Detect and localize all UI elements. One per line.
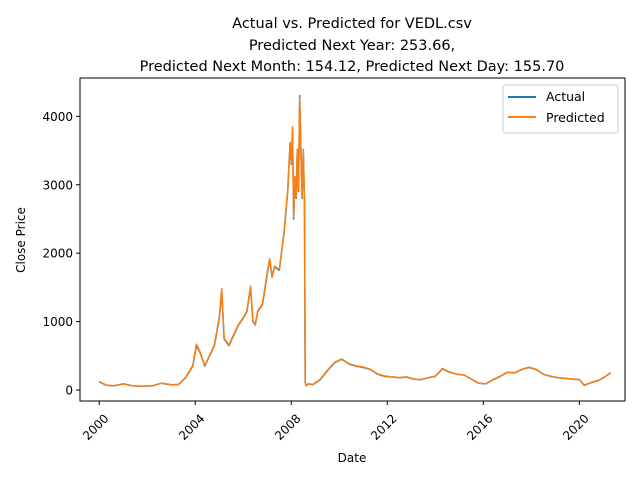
y-tick-label: 1000 [42,315,73,329]
series-lines [98,95,612,388]
chart-title: Actual vs. Predicted for VEDL.csv Predic… [140,16,565,75]
y-axis-label: Close Price [14,207,28,273]
legend-label-predicted: Predicted [546,110,605,125]
legend: Actual Predicted [502,84,619,134]
series-line-predicted [98,96,612,387]
y-tick-label: 3000 [42,178,73,192]
y-axis-ticks: 0 1000 2000 3000 4000 [42,110,80,398]
legend-label-actual: Actual [546,89,585,104]
y-tick-label: 2000 [42,247,73,261]
title-line-1: Actual vs. Predicted for VEDL.csv [232,16,472,32]
x-axis-label: Date [338,451,367,465]
y-tick-label: 0 [65,384,73,398]
title-line-2: Predicted Next Year: 253.66, [249,38,455,54]
title-line-3: Predicted Next Month: 154.12, Predicted … [140,59,565,75]
y-tick-label: 4000 [42,110,73,124]
plot-area-frame [79,77,626,402]
